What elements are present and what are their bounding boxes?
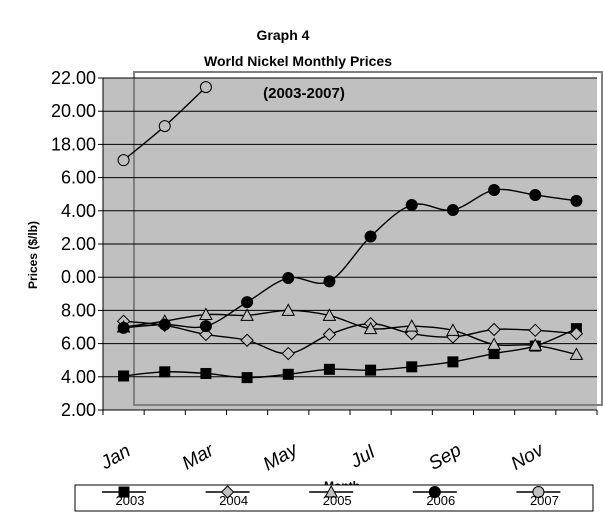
data-point xyxy=(241,372,253,384)
data-point xyxy=(282,272,295,285)
data-point xyxy=(488,184,501,197)
data-point xyxy=(322,327,337,342)
data-point xyxy=(528,323,542,338)
chart-subtitle: World Nickel Monthly Prices xyxy=(204,53,392,69)
plot-area xyxy=(103,71,603,410)
y-tick-label: 20.00 xyxy=(51,101,96,121)
series-layer xyxy=(116,81,584,384)
legend-marker-2007 xyxy=(532,486,545,498)
y-tick-label: 6.00 xyxy=(61,334,96,354)
data-point xyxy=(199,320,212,333)
data-point xyxy=(323,363,335,375)
x-tick-label: Sep xyxy=(425,440,465,475)
data-point xyxy=(159,366,171,378)
y-axis-label: Prices ($/lb) xyxy=(26,221,40,289)
data-point xyxy=(488,348,500,360)
data-point xyxy=(529,189,542,202)
y-tick-label: 18.00 xyxy=(51,134,96,154)
data-point xyxy=(240,333,254,347)
data-point xyxy=(281,303,296,316)
data-point xyxy=(199,327,213,342)
data-point xyxy=(406,361,418,373)
x-tick-label: Nov xyxy=(508,439,549,475)
data-point xyxy=(404,319,419,332)
data-point xyxy=(200,367,212,379)
data-point xyxy=(282,368,294,380)
legend-box xyxy=(74,484,594,512)
data-point xyxy=(117,321,130,334)
y-tick-label: 22.00 xyxy=(51,68,96,88)
data-point xyxy=(158,120,171,133)
y-tick-label: 2.00 xyxy=(61,234,96,254)
legend-label: 2005 xyxy=(323,493,352,508)
data-point xyxy=(240,308,254,321)
legend-label: 2007 xyxy=(530,493,559,508)
data-point xyxy=(118,370,130,382)
y-tick-label: 4.00 xyxy=(61,201,96,221)
chart-annotation: (2003-2007) xyxy=(263,85,345,102)
data-point xyxy=(528,338,543,351)
legend-marker-2004 xyxy=(220,485,235,499)
data-point xyxy=(487,337,501,350)
data-point xyxy=(158,318,171,331)
data-point xyxy=(447,356,459,368)
data-point xyxy=(117,154,130,167)
data-point xyxy=(570,194,583,207)
y-tick-label: 8.00 xyxy=(61,300,96,320)
data-point xyxy=(446,203,459,216)
data-point xyxy=(365,364,377,376)
x-tick-label: Jul xyxy=(346,442,379,473)
legend-marker-2005 xyxy=(324,484,339,498)
legend: 2003 2004 2005 2006 2007 xyxy=(74,484,594,512)
chart-border xyxy=(133,71,603,406)
x-tick-label: Jan xyxy=(96,440,134,474)
data-point xyxy=(281,346,295,361)
y-tick-label: 4.00 xyxy=(61,367,96,387)
y-tick-label: 2.00 xyxy=(61,400,96,420)
legend-marker-2003 xyxy=(118,486,130,498)
data-point xyxy=(322,308,337,321)
data-point xyxy=(323,275,336,288)
x-tick-label: May xyxy=(260,438,303,475)
legend-label: 2003 xyxy=(116,493,145,508)
data-point xyxy=(199,81,212,94)
chart-title: Graph 4 xyxy=(257,27,310,43)
title-layer: Graph 4 World Nickel Monthly Prices (200… xyxy=(26,27,392,493)
legend-marker-2006 xyxy=(428,486,441,498)
data-point xyxy=(446,323,460,336)
data-point xyxy=(364,230,377,243)
y-tick-label: 0.00 xyxy=(61,267,96,287)
series-2007 xyxy=(117,81,212,167)
data-point xyxy=(569,347,584,360)
data-point xyxy=(487,322,501,337)
data-point xyxy=(199,307,213,321)
data-point xyxy=(241,296,254,309)
y-tick-label: 6.00 xyxy=(61,168,96,188)
series-2006 xyxy=(117,184,583,334)
grid-lines xyxy=(103,77,597,378)
x-tick-label: Mar xyxy=(179,440,218,475)
data-point xyxy=(569,326,584,341)
data-point xyxy=(363,321,378,335)
data-point xyxy=(405,198,418,211)
legend-label: 2004 xyxy=(219,493,248,508)
legend-label: 2006 xyxy=(426,493,455,508)
